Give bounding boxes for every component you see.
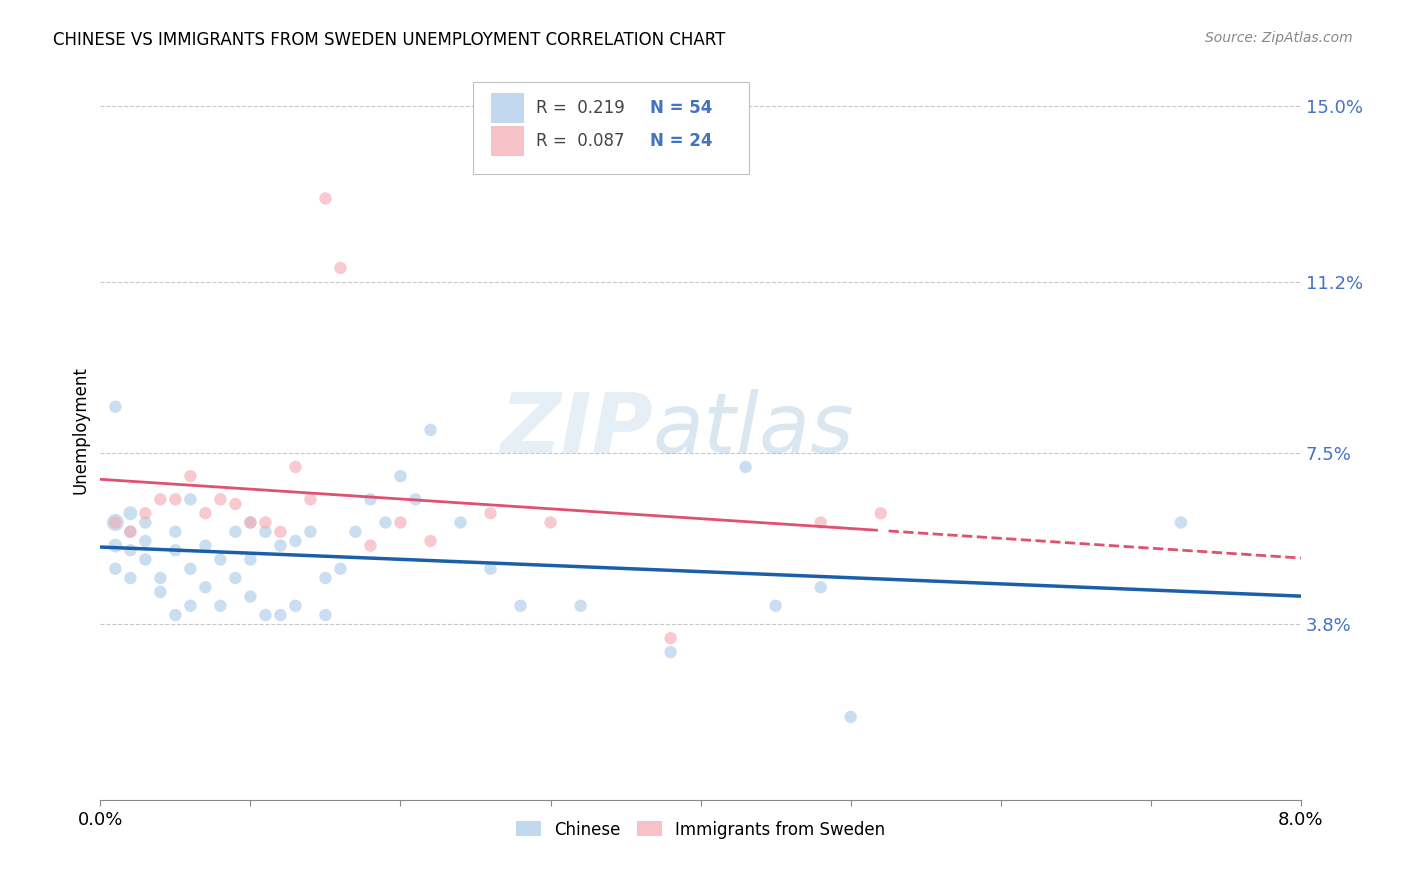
- Point: [450, 516, 472, 530]
- Point: [165, 543, 187, 558]
- Point: [179, 492, 201, 507]
- Point: [314, 571, 336, 585]
- Point: [299, 524, 322, 539]
- Point: [209, 552, 232, 566]
- Point: [419, 423, 441, 437]
- Point: [104, 516, 127, 530]
- Point: [120, 524, 142, 539]
- Point: [179, 562, 201, 576]
- Point: [149, 492, 172, 507]
- Point: [239, 590, 262, 604]
- Point: [269, 608, 291, 623]
- Point: [765, 599, 787, 613]
- Text: atlas: atlas: [652, 390, 855, 470]
- Point: [314, 191, 336, 205]
- Point: [209, 492, 232, 507]
- Point: [120, 571, 142, 585]
- Point: [165, 608, 187, 623]
- Point: [569, 599, 592, 613]
- Point: [374, 516, 396, 530]
- Point: [134, 516, 156, 530]
- Point: [269, 524, 291, 539]
- Y-axis label: Unemployment: Unemployment: [72, 366, 89, 494]
- Point: [104, 516, 127, 530]
- Point: [284, 459, 307, 474]
- Point: [479, 562, 502, 576]
- Point: [659, 645, 682, 659]
- Point: [134, 506, 156, 520]
- Point: [314, 608, 336, 623]
- Point: [359, 539, 381, 553]
- Point: [329, 562, 352, 576]
- Point: [179, 469, 201, 483]
- Point: [194, 580, 217, 594]
- Point: [269, 539, 291, 553]
- Point: [165, 524, 187, 539]
- Point: [734, 459, 756, 474]
- Point: [224, 571, 246, 585]
- Point: [254, 524, 277, 539]
- Point: [224, 497, 246, 511]
- Point: [104, 562, 127, 576]
- Text: N = 24: N = 24: [650, 132, 713, 150]
- Text: CHINESE VS IMMIGRANTS FROM SWEDEN UNEMPLOYMENT CORRELATION CHART: CHINESE VS IMMIGRANTS FROM SWEDEN UNEMPL…: [53, 31, 725, 49]
- Point: [254, 516, 277, 530]
- Point: [239, 516, 262, 530]
- Point: [479, 506, 502, 520]
- Point: [389, 516, 412, 530]
- Text: Source: ZipAtlas.com: Source: ZipAtlas.com: [1205, 31, 1353, 45]
- Text: R =  0.087: R = 0.087: [536, 132, 624, 150]
- Point: [419, 533, 441, 548]
- Point: [389, 469, 412, 483]
- Point: [869, 506, 891, 520]
- Point: [179, 599, 201, 613]
- Point: [329, 260, 352, 275]
- Point: [405, 492, 427, 507]
- Point: [120, 543, 142, 558]
- Text: N = 54: N = 54: [650, 99, 713, 117]
- Point: [509, 599, 531, 613]
- Text: R =  0.219: R = 0.219: [536, 99, 624, 117]
- FancyBboxPatch shape: [491, 93, 524, 122]
- Point: [839, 710, 862, 724]
- Point: [239, 516, 262, 530]
- Point: [120, 524, 142, 539]
- Point: [359, 492, 381, 507]
- Point: [104, 539, 127, 553]
- Point: [1170, 516, 1192, 530]
- Point: [284, 599, 307, 613]
- Point: [659, 631, 682, 645]
- Point: [120, 506, 142, 520]
- Point: [810, 516, 832, 530]
- Point: [134, 552, 156, 566]
- Legend: Chinese, Immigrants from Sweden: Chinese, Immigrants from Sweden: [509, 814, 893, 846]
- Point: [810, 580, 832, 594]
- Point: [104, 400, 127, 414]
- Point: [149, 585, 172, 599]
- Point: [540, 516, 562, 530]
- FancyBboxPatch shape: [472, 82, 748, 175]
- Point: [224, 524, 246, 539]
- Point: [165, 492, 187, 507]
- Point: [284, 533, 307, 548]
- Text: ZIP: ZIP: [501, 390, 652, 470]
- Point: [254, 608, 277, 623]
- Point: [299, 492, 322, 507]
- Point: [134, 533, 156, 548]
- Point: [149, 571, 172, 585]
- Point: [194, 506, 217, 520]
- Point: [209, 599, 232, 613]
- Point: [194, 539, 217, 553]
- FancyBboxPatch shape: [491, 127, 524, 156]
- Point: [239, 552, 262, 566]
- Point: [344, 524, 367, 539]
